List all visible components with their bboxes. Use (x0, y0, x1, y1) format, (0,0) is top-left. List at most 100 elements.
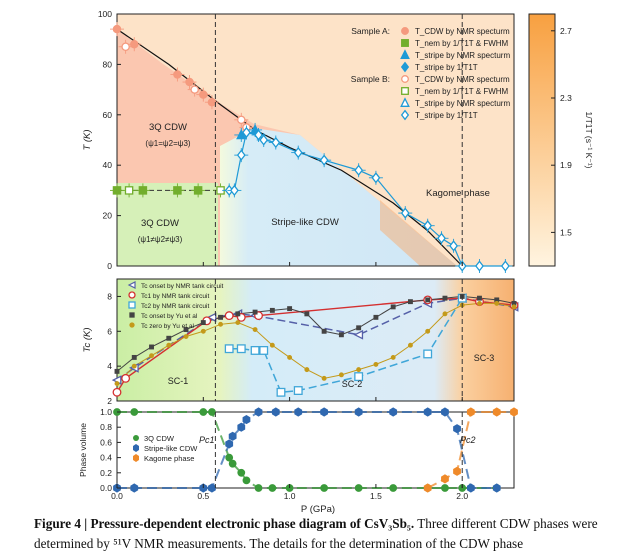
point-b-3-18 (425, 297, 431, 303)
point-b-2-4 (276, 387, 286, 397)
legend-b-text-0: Tc onset by NMR tank circuit (141, 283, 224, 290)
region-label-sc-2: SC-2 (342, 379, 363, 389)
legend-a-text-4: T_CDW by NMR specturm (415, 75, 510, 84)
legend-a-marker-7 (400, 109, 410, 121)
region-label-3q-cdw-high: 3Q CDW (149, 122, 187, 133)
panel-b-y-label: Tc (K) (82, 328, 93, 353)
point-c-2-4 (492, 407, 501, 417)
point-c-2-2 (453, 466, 461, 476)
point-b-3-6 (218, 314, 224, 320)
point-a-5-6 (271, 136, 281, 149)
point-b-1-3 (224, 311, 234, 321)
point-a-5-13 (437, 232, 446, 244)
colorbar-tick-label-0: 2.7 (560, 26, 572, 36)
region-label-stripe-cdw: Stripe-like CDW (271, 217, 339, 228)
y-tick-label-b-1: 4 (107, 361, 112, 371)
point-b-3-15 (373, 314, 379, 320)
point-b-4-11 (304, 367, 310, 373)
point-a-0-0 (112, 24, 122, 34)
point-c-0-13 (389, 484, 398, 492)
point-a-0-4 (199, 90, 208, 99)
region-label-3q-cdw-low-order: (ψ1≠ψ2≠ψ3) (138, 235, 183, 244)
y-tick-label-a-4: 80 (103, 59, 113, 69)
point-c-1-10 (294, 407, 303, 417)
legend-b-marker-3 (129, 312, 135, 318)
panel-a-points (110, 22, 513, 273)
figure-caption: Figure 4 | Pressure-dependent electronic… (34, 514, 632, 554)
colorbar-tick-label-2: 1.9 (560, 160, 572, 170)
point-b-2-0 (224, 344, 234, 354)
point-a-4-0 (236, 128, 247, 140)
point-c-0-12 (354, 484, 363, 492)
point-b-4-7 (235, 320, 241, 326)
point-b-0-5 (353, 329, 364, 340)
point-b-0-2 (206, 312, 217, 323)
caption-text: Three different CDW phases were determin… (34, 516, 598, 551)
point-b-2-7 (423, 349, 433, 359)
x-tick-label-2: 1.0 (284, 491, 296, 501)
point-b-2-1 (236, 344, 246, 354)
point-c-0-1 (130, 408, 139, 416)
region-label-sc-3: SC-3 (474, 353, 495, 363)
point-b-3-5 (200, 320, 206, 326)
panel-c-points (113, 407, 518, 493)
point-b-4-9 (269, 342, 275, 348)
point-b-4-13 (338, 372, 344, 378)
colorbar-tick-label-3: 1.5 (560, 227, 572, 237)
panel-b-lines (116, 295, 515, 394)
point-c-1-9 (271, 407, 280, 417)
point-c-1-13 (389, 407, 398, 417)
point-c-1-17 (466, 483, 475, 493)
point-a-1-0 (121, 42, 130, 52)
legend-a-text-7: T_stripe by 1/T1T (415, 111, 478, 120)
x-tick-label-1: 0.5 (197, 491, 209, 501)
y-tick-label-a-5: 100 (98, 9, 112, 19)
point-b-2-6 (354, 372, 364, 382)
point-a-5-9 (354, 164, 364, 176)
legend-b-marker-1 (128, 291, 136, 299)
point-b-3-12 (321, 328, 327, 334)
region-label-3q-cdw-high-order: (ψ1=ψ2=ψ3) (145, 139, 190, 148)
point-a-5-1 (229, 184, 239, 197)
x-tick-label-4: 2.0 (456, 491, 468, 501)
point-c-0-15 (441, 484, 449, 492)
legend-a-marker-6 (400, 97, 410, 107)
legend-a-marker-1 (401, 39, 409, 47)
legend-a-text-3: T_stripe by 1/T1T (415, 63, 478, 72)
annotation-pc2: Pc2 (460, 435, 476, 445)
legend-a-text-1: T_nem by 1/T1T & FWHM (415, 39, 509, 48)
point-b-4-1 (131, 363, 137, 369)
point-a-0-5 (207, 97, 217, 107)
point-a-5-5 (259, 134, 269, 146)
point-b-4-23 (511, 304, 517, 310)
legend-a-marker-2 (400, 49, 410, 59)
y-tick-label-b-0: 2 (107, 396, 112, 406)
point-a-2-3 (193, 186, 203, 195)
point-a-5-17 (500, 260, 510, 272)
point-a-3-0 (124, 186, 134, 195)
point-b-3-8 (252, 309, 258, 315)
panel-b-points (111, 293, 519, 397)
point-b-4-10 (287, 354, 293, 360)
y-tick-label-c-1: 0.2 (100, 468, 112, 478)
legend-c-marker-0 (133, 435, 139, 441)
point-a-1-2 (237, 115, 246, 125)
legend-a-marker-4 (401, 75, 409, 83)
point-c-0-8 (254, 484, 263, 492)
point-b-4-12 (321, 375, 327, 381)
point-b-3-11 (304, 311, 310, 317)
legend-a-marker-0 (401, 27, 409, 35)
point-a-0-2 (173, 70, 182, 79)
legend-a-text-0: T_CDW by NMR specturm (415, 27, 510, 36)
point-b-3-19 (442, 295, 448, 301)
point-a-5-8 (319, 154, 329, 166)
point-a-0-1 (130, 39, 139, 49)
point-b-4-2 (149, 353, 154, 359)
point-b-3-7 (235, 311, 241, 317)
point-a-2-2 (173, 186, 182, 195)
point-c-2-5 (510, 407, 518, 417)
panel-c-y-label: Phase volume (78, 423, 88, 477)
x-tick-label-0: 0.0 (111, 491, 123, 501)
legend-c-text-1: Stripe-like CDW (144, 444, 198, 453)
